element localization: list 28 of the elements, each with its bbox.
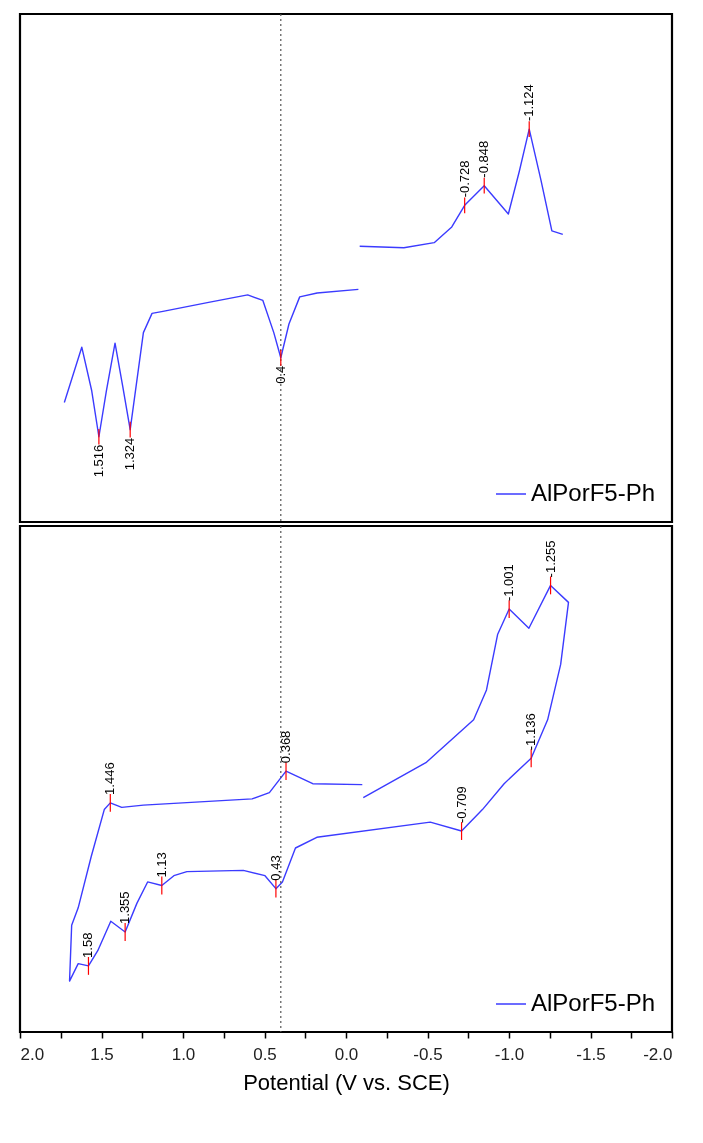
annotation: 1.324 [122,437,138,471]
annotation: -1.255 [542,540,558,578]
x-axis-title: Potential (V vs. SCE) [243,1069,450,1095]
annotation: 1.58 [80,932,96,958]
x-tick-label: -0.5 [413,1044,443,1064]
x-tick-label: 0.0 [334,1044,359,1064]
annotation: 0.4 [272,365,288,384]
annotation: 1.13 [153,852,169,878]
annotation: -0.709 [453,786,469,824]
x-tick-label: 1.5 [90,1044,114,1064]
annotation: 0.368 [278,730,294,764]
annotation: -0.848 [476,140,492,178]
legend-label: AlPorF5-Ph [531,479,656,506]
legend-label: AlPorF5-Ph [531,989,656,1016]
annotation: 0.43 [267,855,283,881]
x-tick-label: -1.0 [494,1044,525,1064]
annotation: -1.124 [521,84,537,122]
x-tick-label: 1.0 [171,1044,196,1064]
annotation: -1.136 [523,713,539,751]
annotation: -1.001 [501,564,517,602]
annotation: 1.446 [102,762,118,795]
annotation: -0.728 [456,160,472,198]
x-tick-label: 0.5 [253,1044,277,1064]
x-tick-label: 2.0 [20,1044,45,1064]
annotation: 1.516 [90,444,106,478]
x-tick-label: -2.0 [643,1044,673,1064]
annotation: 1.355 [117,891,133,924]
x-tick-label: -1.5 [576,1044,606,1064]
